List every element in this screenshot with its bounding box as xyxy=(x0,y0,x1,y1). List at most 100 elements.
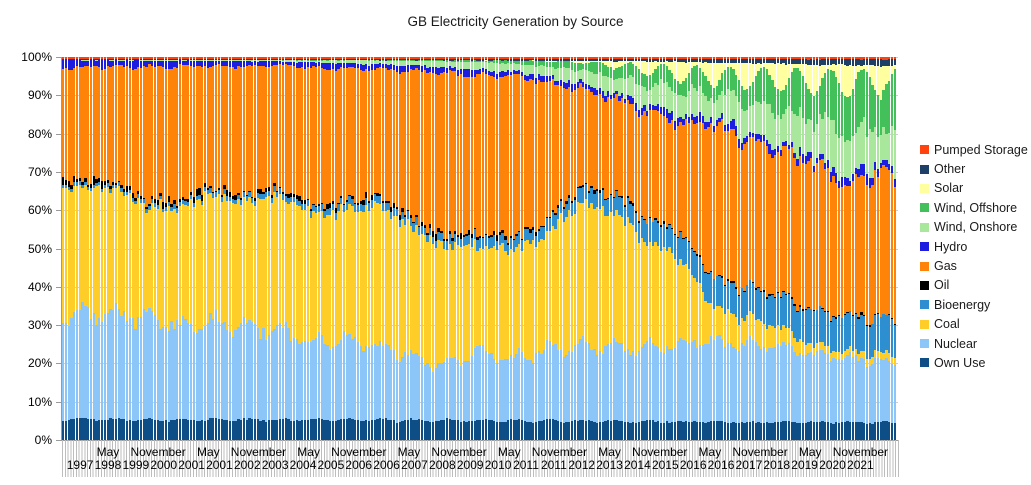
segment-other xyxy=(462,58,465,61)
segment-bioenergy xyxy=(576,188,579,202)
segment-gas xyxy=(142,65,145,198)
segment-wind-offshore xyxy=(776,88,780,116)
segment-hydro xyxy=(732,119,735,130)
segment-bioenergy xyxy=(259,194,262,200)
segment-solar xyxy=(737,62,741,81)
segment-wind-onshore xyxy=(490,62,493,73)
segment-gas xyxy=(354,68,357,203)
segment-other xyxy=(334,58,337,61)
segment-wind-offshore xyxy=(743,90,746,111)
segment-other xyxy=(64,58,68,60)
segment-bioenergy xyxy=(137,193,140,198)
segment-bioenergy xyxy=(871,324,874,358)
segment-pumped-storage xyxy=(774,57,777,59)
segment-bioenergy xyxy=(504,239,507,251)
segment-own-use xyxy=(890,422,894,440)
segment-hydro xyxy=(156,60,159,67)
segment-bioenergy xyxy=(337,204,340,212)
segment-own-use xyxy=(545,418,549,440)
segment-pumped-storage xyxy=(184,57,187,59)
segment-bioenergy xyxy=(392,208,396,216)
segment-wind-onshore xyxy=(568,68,571,80)
segment-hydro xyxy=(234,61,237,69)
segment-wind-onshore xyxy=(634,83,638,104)
segment-nuclear xyxy=(167,331,170,422)
bar-2008-08 xyxy=(448,57,451,440)
segment-bioenergy xyxy=(303,204,307,211)
segment-hydro xyxy=(882,159,885,165)
segment-pumped-storage xyxy=(832,57,835,59)
segment-wind-onshore xyxy=(401,61,404,67)
segment-gas xyxy=(145,66,148,208)
segment-hydro xyxy=(704,122,707,130)
segment-pumped-storage xyxy=(415,57,418,60)
segment-wind-offshore xyxy=(392,60,396,61)
segment-gas xyxy=(223,66,226,186)
segment-oil xyxy=(737,294,741,296)
segment-solar xyxy=(687,61,691,73)
segment-pumped-storage xyxy=(409,57,412,59)
segment-nuclear xyxy=(718,335,721,421)
segment-oil xyxy=(562,207,565,210)
segment-wind-onshore xyxy=(187,59,190,61)
segment-oil xyxy=(799,305,802,308)
segment-bioenergy xyxy=(646,224,649,247)
segment-coal xyxy=(534,246,538,353)
segment-wind-offshore xyxy=(590,62,593,72)
segment-pumped-storage xyxy=(412,57,415,59)
bar-2005-04 xyxy=(337,57,340,440)
segment-coal xyxy=(529,244,532,360)
segment-bioenergy xyxy=(390,211,393,219)
segment-wind-onshore xyxy=(270,60,273,62)
segment-bioenergy xyxy=(125,191,129,195)
bar-1998-10 xyxy=(120,57,123,440)
segment-wind-offshore xyxy=(879,100,882,136)
segment-pumped-storage xyxy=(721,57,724,60)
segment-pumped-storage xyxy=(198,57,201,59)
segment-bioenergy xyxy=(718,276,721,306)
segment-solar xyxy=(729,63,732,67)
bar-2018-02 xyxy=(765,57,768,440)
bar-2013-06 xyxy=(609,57,613,440)
segment-coal xyxy=(876,350,880,358)
segment-other xyxy=(106,58,109,60)
segment-oil xyxy=(793,304,796,307)
segment-hydro xyxy=(342,63,346,68)
segment-own-use xyxy=(707,422,710,440)
segment-gas xyxy=(509,75,513,237)
segment-wind-onshore xyxy=(214,60,218,62)
segment-coal xyxy=(312,211,315,340)
segment-bioenergy xyxy=(751,283,755,315)
segment-hydro xyxy=(89,60,93,68)
segment-wind-onshore xyxy=(117,60,120,61)
bar-2010-08 xyxy=(515,57,518,440)
segment-wind-offshore xyxy=(890,73,894,126)
segment-other xyxy=(75,59,79,61)
segment-pumped-storage xyxy=(192,57,195,59)
segment-bioenergy xyxy=(62,184,65,188)
segment-nuclear xyxy=(418,355,421,420)
segment-wind-onshore xyxy=(882,126,885,160)
segment-wind-offshore xyxy=(659,64,663,80)
segment-wind-onshore xyxy=(326,60,329,64)
segment-bioenergy xyxy=(609,195,613,213)
bar-2002-03 xyxy=(234,57,237,440)
segment-nuclear xyxy=(534,352,538,422)
segment-wind-onshore xyxy=(356,60,360,65)
segment-other xyxy=(609,59,613,62)
segment-nuclear xyxy=(309,342,312,420)
segment-own-use xyxy=(621,420,624,440)
segment-other xyxy=(651,58,654,62)
segment-hydro xyxy=(520,72,524,76)
segment-coal xyxy=(676,264,679,341)
x-axis-year-label: 2010 xyxy=(484,458,512,472)
segment-bioenergy xyxy=(128,189,132,194)
segment-own-use xyxy=(562,422,565,440)
segment-wind-onshore xyxy=(785,109,788,142)
segment-wind-onshore xyxy=(523,64,526,75)
segment-own-use xyxy=(103,420,106,440)
segment-pumped-storage xyxy=(443,57,446,60)
segment-wind-onshore xyxy=(807,119,810,152)
segment-oil xyxy=(837,315,841,317)
